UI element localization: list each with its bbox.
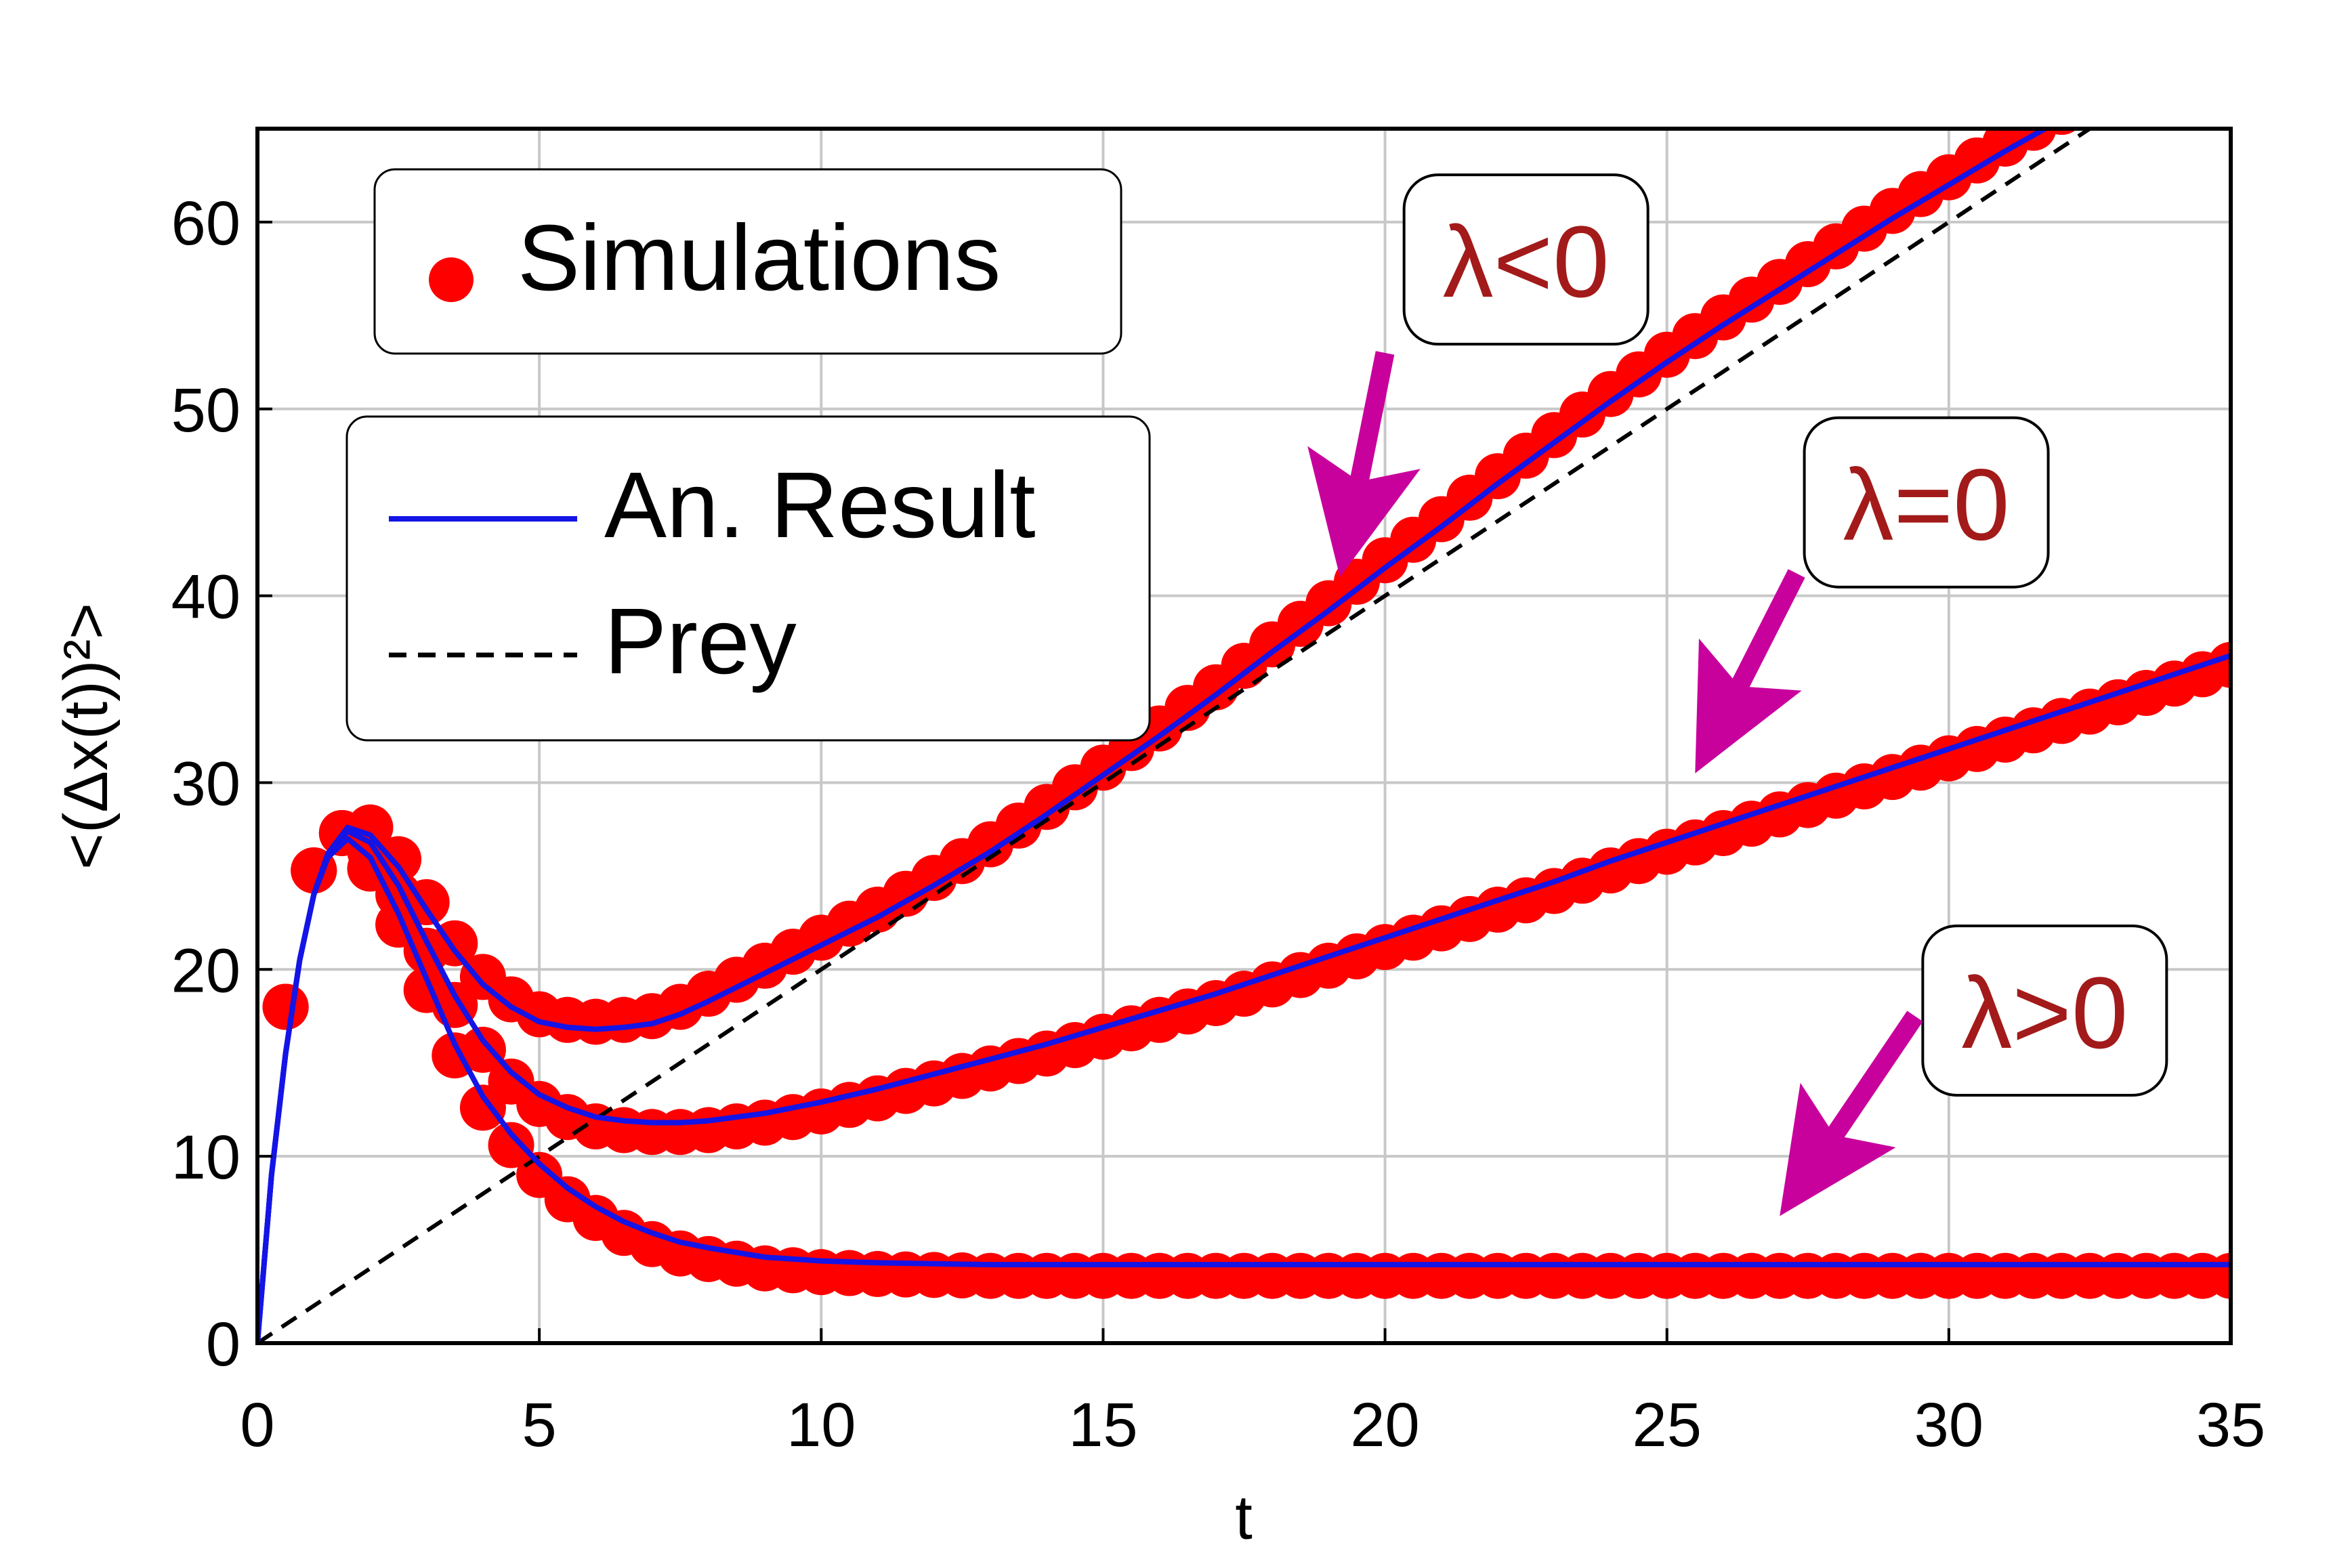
annotation-box — [1402, 173, 1650, 346]
plot-frame — [255, 127, 2233, 1345]
curves — [257, 129, 2231, 1343]
simulation-point — [488, 1122, 534, 1168]
annotation-arrow — [1780, 1011, 1923, 1216]
annotation-label: λ>0 — [1961, 956, 2128, 1069]
y-tick-label: 50 — [171, 376, 240, 445]
y-tick-label: 20 — [171, 936, 240, 1005]
x-tick-label: 15 — [1068, 1391, 1137, 1460]
legend-box-simulations — [373, 168, 1122, 355]
tick-marks — [256, 220, 2232, 1344]
x-tick-label: 5 — [522, 1391, 557, 1460]
annotation-arrow — [1695, 569, 1805, 774]
annotation-arrow — [1307, 351, 1421, 577]
prey-line — [257, 129, 2094, 1343]
annotation-box — [1803, 416, 2050, 589]
y-tick-label: 30 — [171, 749, 240, 818]
x-tick-label: 35 — [2196, 1391, 2265, 1460]
tick-labels: 0 5 10 15 20 25 30 35 0 10 20 30 40 50 60 — [171, 189, 2266, 1460]
annotation-label: λ=0 — [1843, 448, 2010, 561]
legend-simulations: Simulations — [373, 168, 1122, 355]
simulation-point — [2010, 129, 2057, 151]
simulation-point — [459, 1084, 506, 1131]
legend-lines: An. Result Prey — [345, 415, 1151, 742]
y-axis-title: <(Δx(t))²> — [51, 603, 121, 870]
x-tick-label: 20 — [1350, 1391, 1419, 1460]
annotations: λ<0 λ=0 λ>0 — [1307, 173, 2168, 1216]
legend-label-an-result: An. Result — [604, 453, 1036, 557]
y-tick-label: 10 — [171, 1123, 240, 1192]
x-tick-label: 0 — [240, 1391, 274, 1460]
analytic-curve — [257, 653, 2231, 1343]
grid — [256, 129, 2232, 1344]
y-tick-label: 60 — [171, 189, 240, 258]
analytic-curve — [257, 129, 2051, 1343]
legend-marker-simulations — [429, 257, 474, 302]
x-tick-label: 10 — [786, 1391, 856, 1460]
legend-label-prey: Prey — [604, 589, 797, 694]
x-axis-title: t — [1235, 1483, 1253, 1552]
annotation-label: λ<0 — [1443, 205, 1610, 318]
legend-box-lines — [345, 415, 1151, 742]
analytic-curve — [257, 836, 2231, 1343]
annotation-box — [1921, 924, 2168, 1097]
simulation-point — [2208, 641, 2231, 688]
x-tick-label: 25 — [1633, 1391, 1702, 1460]
x-tick-label: 30 — [1914, 1391, 1983, 1460]
legend-label-simulations: Simulations — [518, 206, 1001, 310]
y-tick-label: 40 — [171, 563, 240, 632]
y-tick-label: 0 — [206, 1310, 240, 1379]
simulation-point — [262, 983, 309, 1030]
